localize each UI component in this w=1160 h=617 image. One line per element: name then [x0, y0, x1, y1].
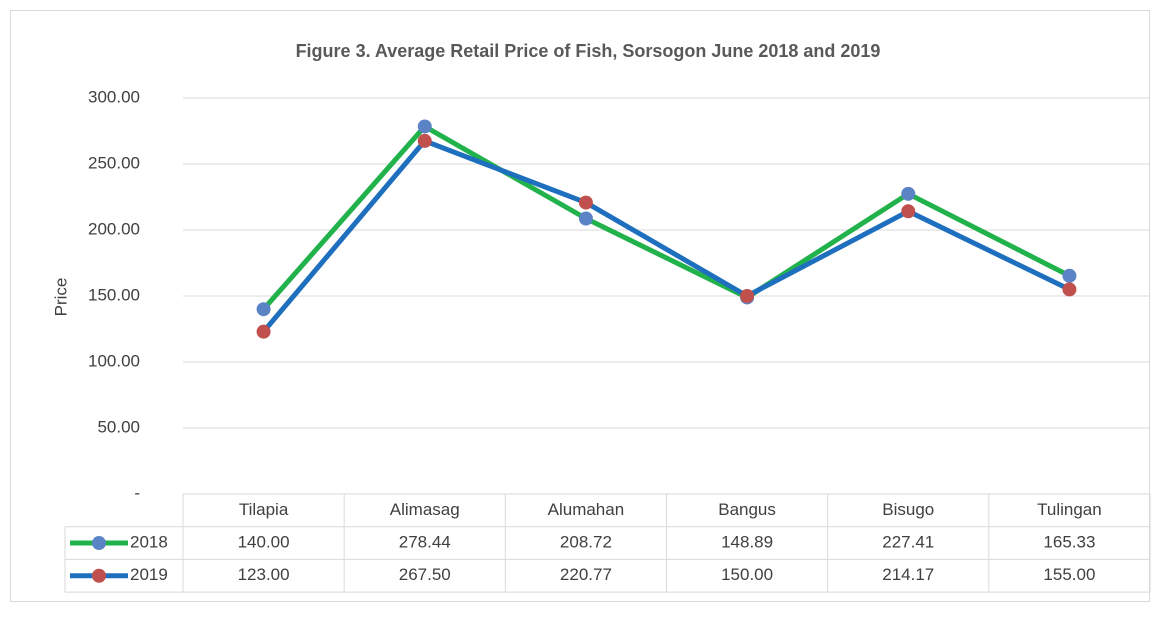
table-value: 214.17: [882, 565, 934, 584]
series-line: [261, 123, 1071, 311]
series-line: [261, 138, 1071, 334]
table-value: 227.41: [882, 533, 934, 552]
table-value: 278.44: [399, 533, 451, 552]
y-tick-label: 200.00: [88, 219, 140, 238]
y-tick-label: 50.00: [97, 417, 140, 436]
data-point: [1062, 282, 1077, 297]
chart-border: [10, 10, 1150, 602]
legend-marker: [92, 536, 106, 551]
table-value: 220.77: [560, 565, 612, 584]
data-point: [417, 119, 432, 134]
x-tick-label: Alumahan: [548, 500, 625, 519]
y-tick-label: 300.00: [88, 87, 140, 106]
chart-title: Figure 3. Average Retail Price of Fish, …: [296, 41, 881, 61]
data-point: [901, 204, 916, 219]
data-point: [901, 186, 916, 201]
table-value: 140.00: [238, 533, 290, 552]
legend-label: 2019: [130, 565, 168, 584]
y-axis-label: Price: [51, 278, 70, 317]
data-point: [740, 289, 755, 303]
y-tick-label: -: [134, 483, 140, 502]
table-value: 123.00: [238, 565, 290, 584]
table-value: 267.50: [399, 565, 451, 584]
x-tick-label: Alimasag: [390, 500, 460, 519]
data-point: [1062, 268, 1077, 283]
table-value: 155.00: [1043, 565, 1095, 584]
y-tick-label: 150.00: [88, 285, 140, 304]
y-tick-label: 100.00: [88, 351, 140, 370]
y-tick-label: 250.00: [88, 153, 140, 172]
data-point: [256, 324, 271, 339]
data-point: [256, 302, 271, 317]
table-value: 150.00: [721, 565, 773, 584]
table-value: 148.89: [721, 533, 773, 552]
data-point: [578, 195, 593, 210]
data-point: [417, 133, 432, 148]
legend-marker: [92, 568, 106, 583]
legend-label: 2018: [130, 533, 168, 552]
x-tick-label: Tulingan: [1037, 500, 1102, 519]
x-tick-label: Tilapia: [239, 500, 289, 519]
data-point: [578, 211, 593, 226]
x-tick-label: Bangus: [718, 500, 776, 519]
table-value: 208.72: [560, 533, 612, 552]
x-tick-label: Bisugo: [882, 500, 934, 519]
table-value: 165.33: [1043, 533, 1095, 552]
